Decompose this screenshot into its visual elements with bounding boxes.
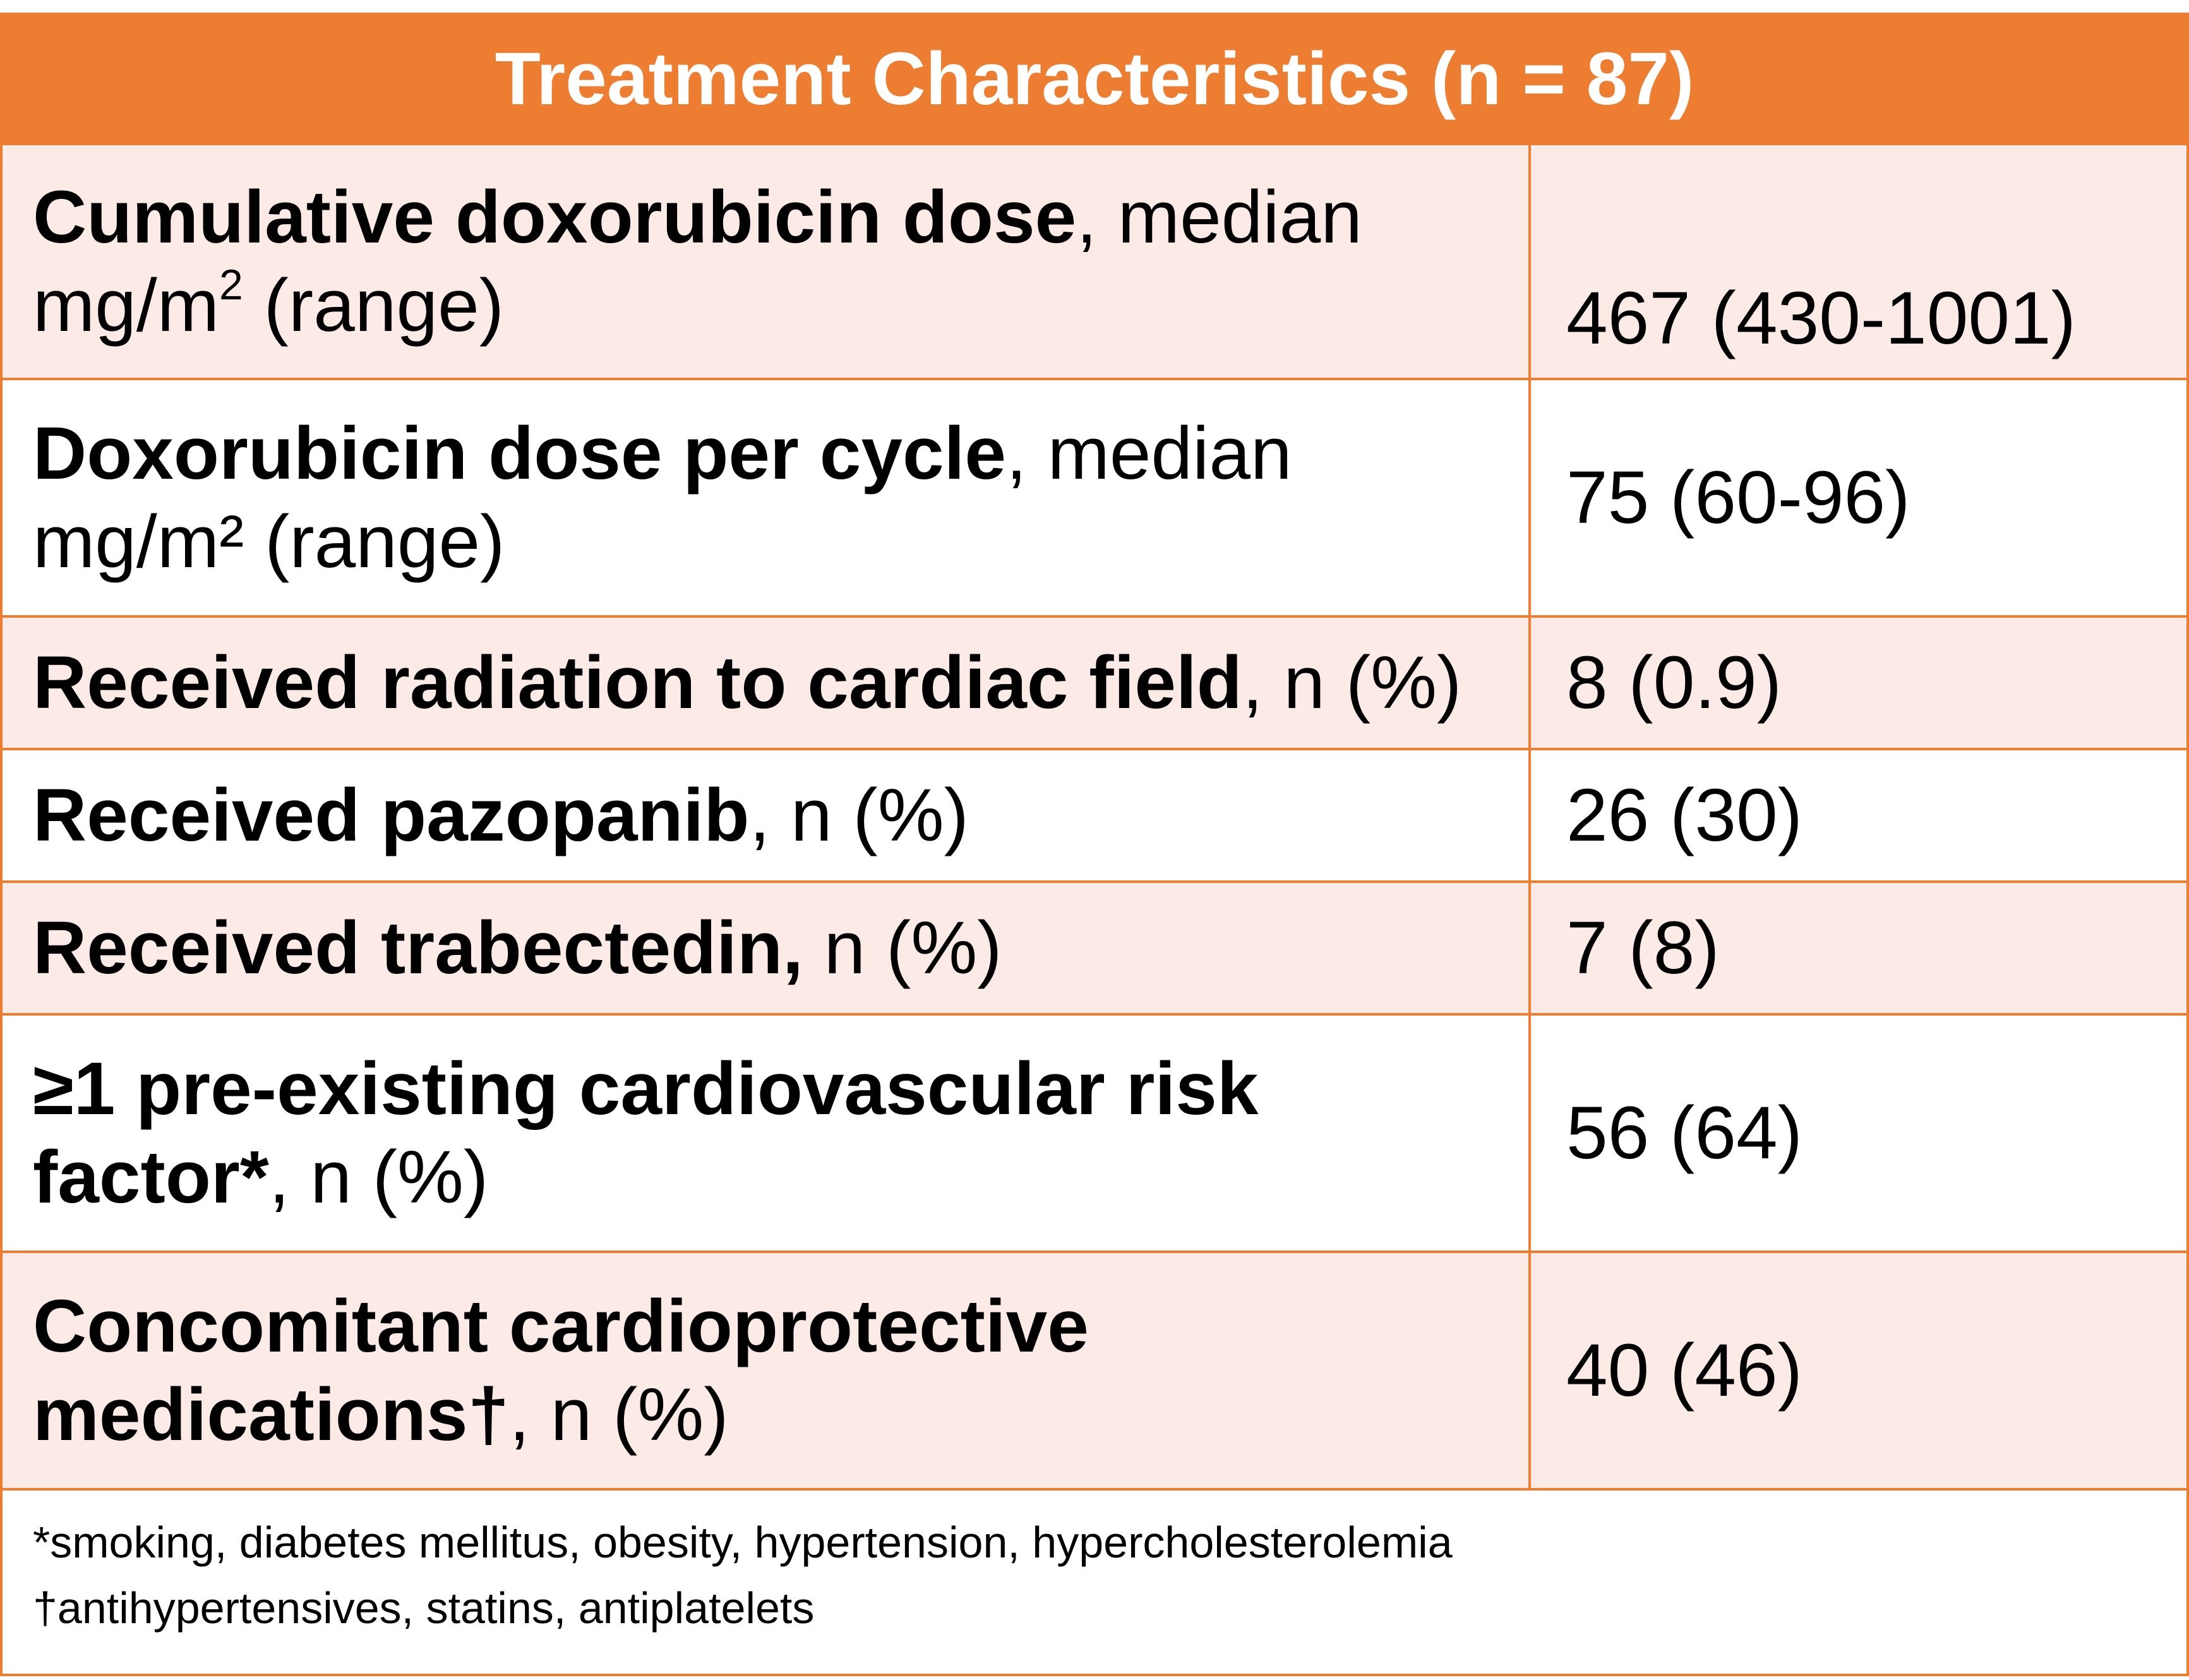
unit-superscript: 2	[219, 260, 243, 309]
row-label-radiation: Received radiation to cardiac field, n (…	[0, 615, 1531, 750]
table-row: ≥1 pre-existing cardiovascular risk fact…	[0, 1013, 2189, 1253]
label-bold: factor*	[33, 1136, 269, 1219]
label-rest: , n (%)	[509, 1373, 729, 1456]
footnote-medications: †antihypertensives, statins, antiplatele…	[33, 1583, 815, 1633]
row-label-pazopanib: Received pazopanib, n (%)	[0, 748, 1531, 883]
row-value-cumulative-dose: 467 (430-1001)	[1528, 143, 2189, 380]
label-bold: Received radiation to cardiac field	[33, 641, 1242, 724]
row-value-trabectedin: 7 (8)	[1528, 880, 2189, 1016]
label-rest: , n (%)	[268, 1136, 489, 1219]
row-label-cumulative-dose: Cumulative doxorubicin dose, median mg/m…	[0, 143, 1531, 380]
label-rest: n (%)	[803, 906, 1002, 990]
table-row: Doxorubicin dose per cycle, median mg/m²…	[0, 378, 2189, 618]
label-bold: Cumulative doxorubicin dose	[33, 176, 1077, 259]
label-bold: medications†	[33, 1373, 510, 1456]
row-value-cv-risk: 56 (64)	[1528, 1013, 2189, 1253]
label-range: (range)	[244, 500, 505, 584]
row-label-cv-risk: ≥1 pre-existing cardiovascular risk fact…	[0, 1013, 1531, 1253]
label-rest: , median	[1006, 412, 1292, 495]
label-bold: Received pazopanib	[33, 774, 750, 857]
table-row: Received pazopanib, n (%) 26 (30)	[0, 748, 2189, 883]
row-label-dose-per-cycle: Doxorubicin dose per cycle, median mg/m²…	[0, 378, 1531, 618]
label-rest: , n (%)	[749, 774, 969, 857]
footnote-row: *smoking, diabetes mellitus, obesity, hy…	[0, 1488, 2189, 1676]
table-row: Concomitant cardioprotective medications…	[0, 1251, 2189, 1491]
footnote-risk-factors: *smoking, diabetes mellitus, obesity, hy…	[33, 1518, 1453, 1567]
treatment-characteristics-table: Treatment Characteristics (n = 87) Cumul…	[0, 13, 2189, 1676]
table-row: Received radiation to cardiac field, n (…	[0, 615, 2189, 750]
label-unit: mg/m²	[33, 500, 244, 584]
label-bold: Doxorubicin dose per cycle	[33, 412, 1007, 495]
label-range: (range)	[243, 264, 505, 347]
label-bold: Concomitant cardioprotective	[33, 1285, 1089, 1368]
label-rest: , median	[1076, 176, 1362, 259]
row-label-cardioprotective: Concomitant cardioprotective medications…	[0, 1251, 1531, 1491]
label-bold: Received trabectedin,	[33, 906, 803, 990]
table-row: Received trabectedin, n (%) 7 (8)	[0, 880, 2189, 1016]
label-unit: mg/m	[33, 264, 219, 347]
table-title: Treatment Characteristics (n = 87)	[0, 13, 2189, 145]
row-value-pazopanib: 26 (30)	[1528, 748, 2189, 883]
row-label-trabectedin: Received trabectedin, n (%)	[0, 880, 1531, 1016]
row-value-dose-per-cycle: 75 (60-96)	[1528, 378, 2189, 618]
label-bold: ≥1 pre-existing cardiovascular risk	[33, 1047, 1259, 1131]
row-value-cardioprotective: 40 (46)	[1528, 1251, 2189, 1491]
table-row: Cumulative doxorubicin dose, median mg/m…	[0, 143, 2189, 380]
row-value-radiation: 8 (0.9)	[1528, 615, 2189, 750]
label-rest: , n (%)	[1242, 641, 1462, 724]
footnotes: *smoking, diabetes mellitus, obesity, hy…	[0, 1488, 2189, 1676]
